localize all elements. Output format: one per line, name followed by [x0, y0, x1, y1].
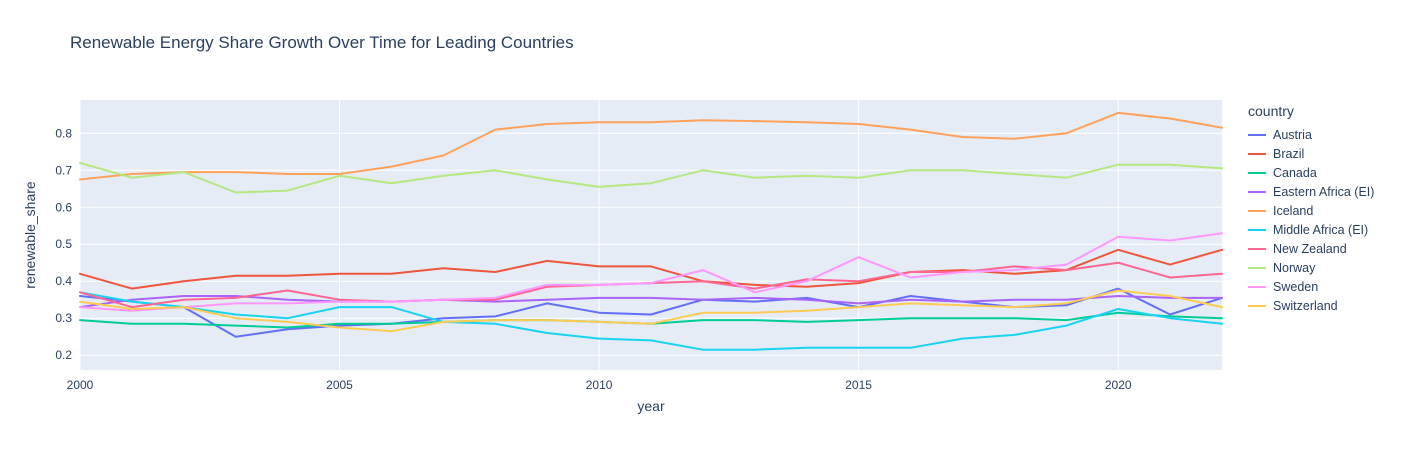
y-tick-label: 0.4	[55, 274, 72, 288]
series-line-iceland[interactable]	[79, 111, 1223, 181]
legend-line-swatch	[1248, 247, 1266, 250]
chart-title: Renewable Energy Share Growth Over Time …	[70, 33, 574, 52]
legend-item-new-zealand[interactable]: New Zealand	[1248, 239, 1374, 258]
x-tick-label: 2000	[67, 378, 94, 392]
x-tick-label: 2010	[586, 378, 613, 392]
x-tick-label: 2015	[845, 378, 872, 392]
series-line-norway[interactable]	[79, 161, 1223, 194]
legend-line-swatch	[1248, 171, 1266, 174]
legend-line-swatch	[1248, 133, 1266, 136]
y-tick-label: 0.5	[55, 237, 72, 251]
legend-line-swatch	[1248, 209, 1266, 212]
legend-label: Switzerland	[1273, 298, 1338, 313]
legend-label: Brazil	[1273, 146, 1305, 161]
legend-item-austria[interactable]: Austria	[1248, 125, 1374, 144]
y-tick-label: 0.7	[55, 163, 72, 177]
legend-item-iceland[interactable]: Iceland	[1248, 201, 1374, 220]
legend: country Austria Brazil Canada Eastern Afric…	[1248, 103, 1374, 315]
legend-label: Iceland	[1273, 203, 1314, 218]
legend-item-brazil[interactable]: Brazil	[1248, 144, 1374, 163]
series-line-sweden[interactable]	[79, 232, 1223, 312]
y-tick-label: 0.8	[55, 126, 72, 140]
legend-items: Austria Brazil Canada Eastern Africa (EI) Ic…	[1248, 125, 1374, 315]
series-line-switzerland[interactable]	[79, 289, 1223, 333]
series-line-brazil[interactable]	[79, 248, 1223, 290]
x-tick-label: 2020	[1105, 378, 1132, 392]
legend-line-swatch	[1248, 152, 1266, 155]
x-axis-label: year	[637, 398, 665, 414]
legend-item-switzerland[interactable]: Switzerland	[1248, 296, 1374, 315]
y-axis-label: renewable_share	[22, 181, 38, 289]
series-line-eastern-africa-ei[interactable]	[79, 295, 1223, 309]
x-tick-label: 2005	[326, 378, 353, 392]
y-tick-label: 0.3	[55, 311, 72, 325]
series-line-middle-africa-ei[interactable]	[79, 291, 1223, 351]
legend-line-swatch	[1248, 228, 1266, 231]
legend-label: Norway	[1273, 260, 1316, 275]
legend-item-norway[interactable]: Norway	[1248, 258, 1374, 277]
legend-label: Middle Africa (EI)	[1273, 222, 1369, 237]
legend-label: Eastern Africa (EI)	[1273, 184, 1375, 199]
legend-line-swatch	[1248, 190, 1266, 193]
legend-label: Austria	[1273, 127, 1312, 142]
plot-background	[80, 100, 1222, 370]
legend-item-middle-africa-ei[interactable]: Middle Africa (EI)	[1248, 220, 1374, 239]
y-tick-label: 0.2	[55, 348, 72, 362]
legend-item-canada[interactable]: Canada	[1248, 163, 1374, 182]
legend-item-eastern-africa-ei[interactable]: Eastern Africa (EI)	[1248, 182, 1374, 201]
legend-label: New Zealand	[1273, 241, 1347, 256]
legend-line-swatch	[1248, 266, 1266, 269]
legend-label: Canada	[1273, 165, 1317, 180]
legend-label: Sweden	[1273, 279, 1319, 294]
legend-line-swatch	[1248, 285, 1266, 288]
legend-title: country	[1248, 103, 1294, 119]
y-tick-label: 0.6	[55, 200, 72, 214]
legend-line-swatch	[1248, 304, 1266, 307]
legend-item-sweden[interactable]: Sweden	[1248, 277, 1374, 296]
